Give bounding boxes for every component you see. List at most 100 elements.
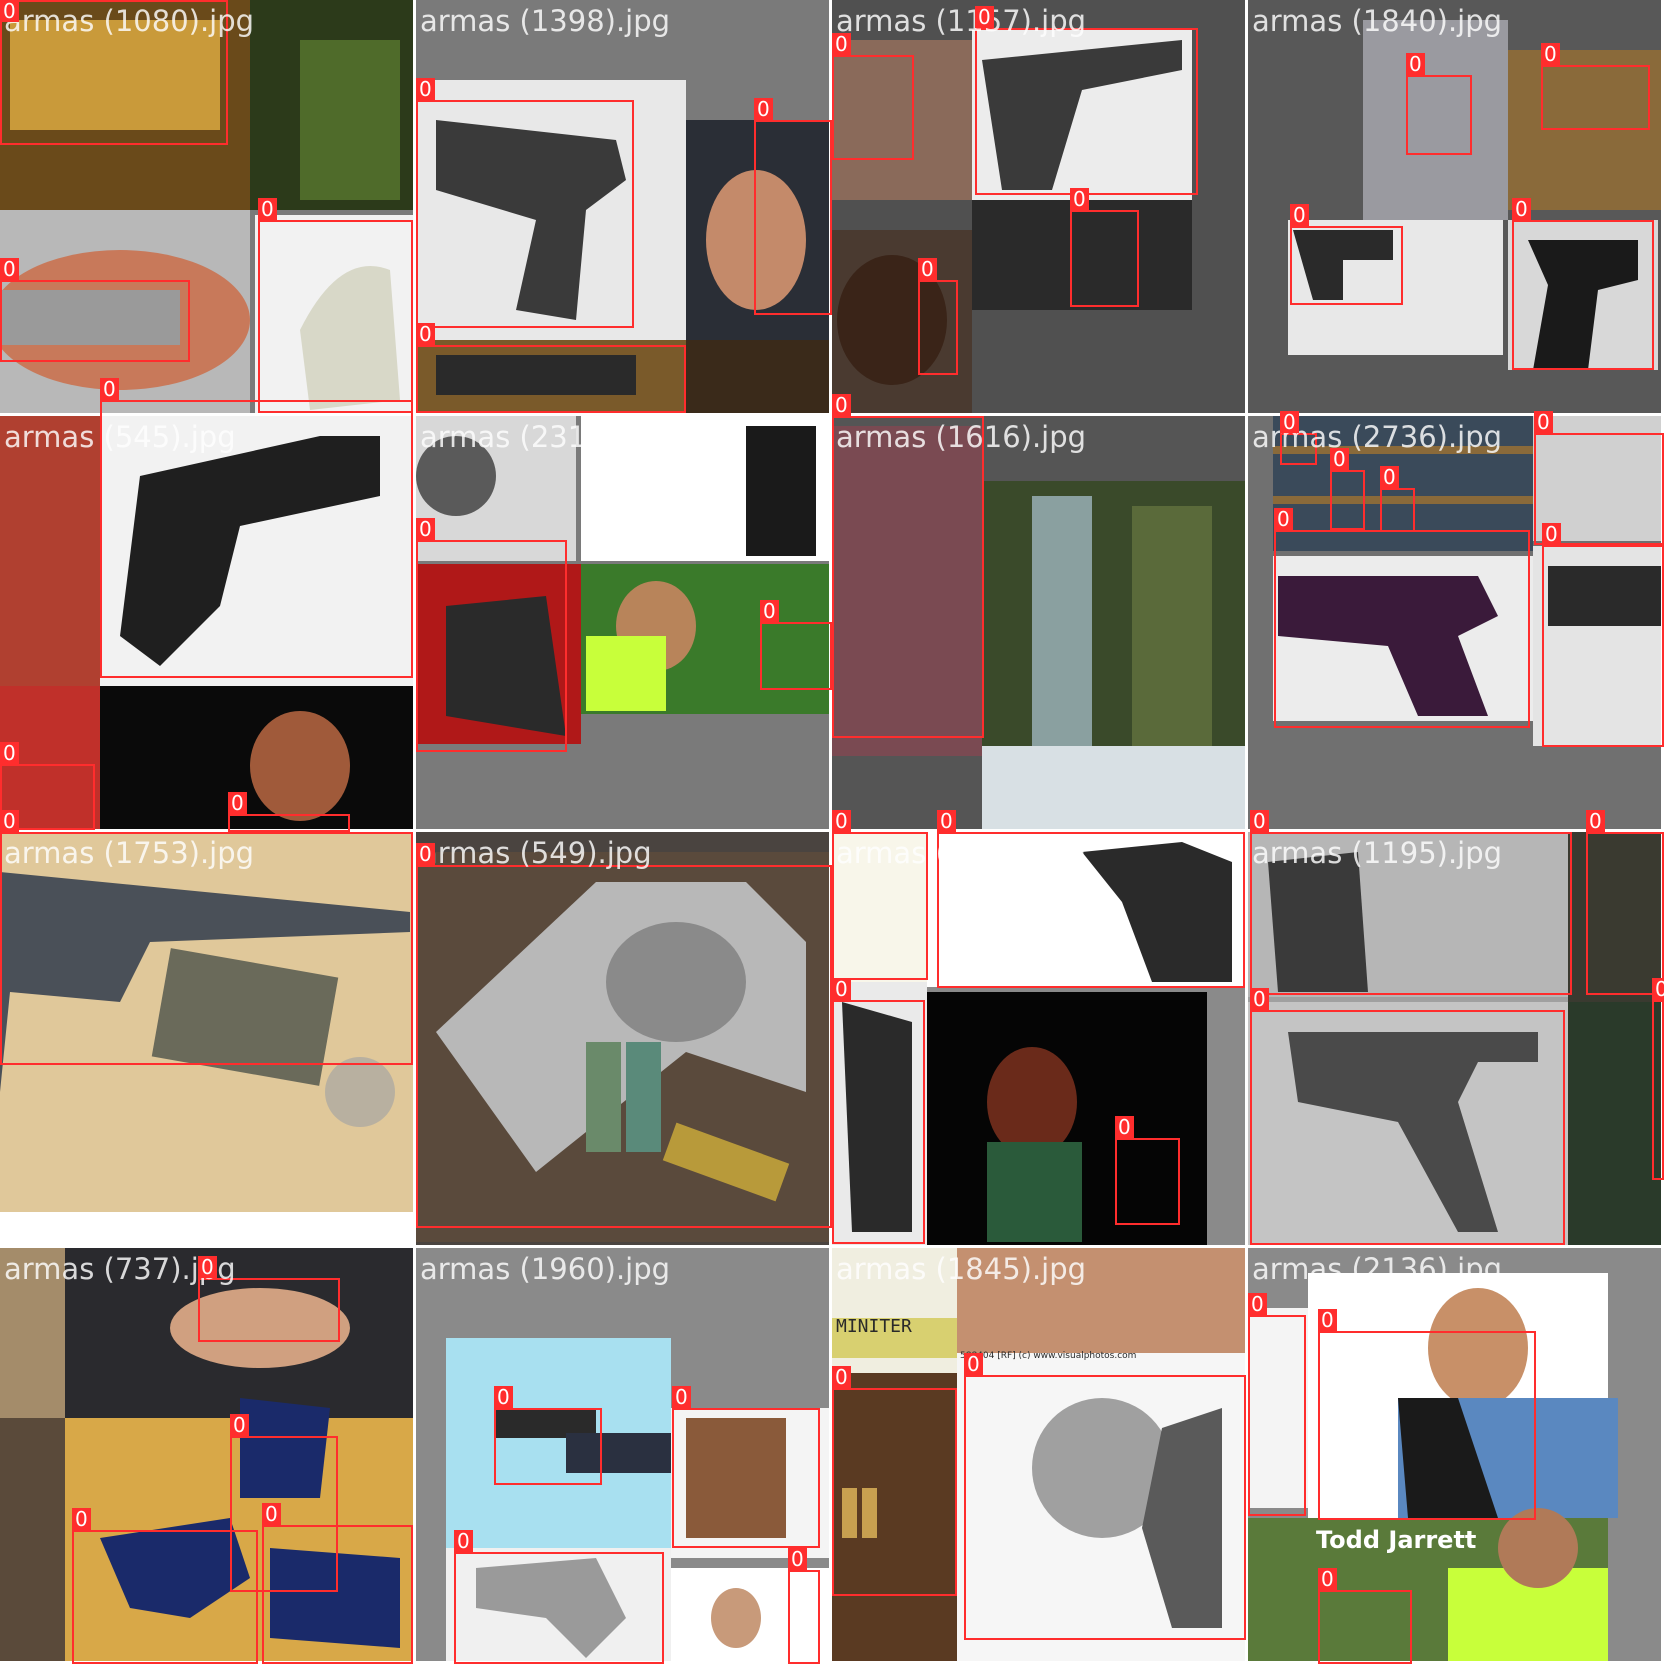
bounding-box [0,764,95,830]
photo-2317 [416,416,829,829]
tile-1080: armas (1080).jpg [0,0,413,413]
photo-1960 [416,1248,829,1661]
tile-1960: armas (1960).jpg [416,1248,829,1661]
tile-title: armas (1845).jpg [836,1252,1087,1286]
box-class-label: 0 [228,792,247,814]
box-class-label: 0 [1534,411,1553,433]
box-class-label: 0 [754,98,773,120]
box-class-label: 0 [1250,988,1269,1010]
bounding-box [1248,1315,1306,1516]
bounding-box [1652,1000,1664,1180]
bounding-box [72,1530,258,1664]
bounding-box [964,1375,1246,1640]
bounding-box [1542,545,1664,747]
box-class-label: 0 [416,78,435,100]
photo-1616 [832,416,1245,829]
bounding-box [1250,1010,1565,1245]
box-class-label: 0 [832,978,851,1000]
bounding-box [1406,75,1472,155]
box-class-label: 0 [760,600,779,622]
box-class-label: 0 [1512,198,1531,220]
bounding-box [975,28,1198,195]
box-class-label: 0 [1290,204,1309,226]
bounding-box [754,120,832,315]
tile-1398: armas (1398).jpg [416,0,829,413]
bounding-box [258,220,413,413]
tile-2317: armas (2317).jpg [416,416,829,829]
box-class-label: 0 [1280,411,1299,433]
tile-title: armas (1960).jpg [420,1252,671,1286]
tile-1840: armas (1840).jpg [1248,0,1661,413]
bounding-box [1115,1138,1180,1225]
bounding-box [198,1278,340,1342]
bounding-box [1534,433,1664,545]
bounding-box [1280,433,1317,465]
photo-2736 [1248,416,1661,829]
bounding-box [1070,210,1139,307]
tile-2199: armas (2199).jpg [832,832,1245,1245]
photo-1845: MINITER 588404 [RF] (c) www.visualphotos… [832,1248,1245,1661]
bounding-box [1330,470,1365,530]
bounding-box [0,280,190,362]
box-class-label: 0 [416,323,435,345]
bounding-box [100,400,413,678]
bounding-box [832,416,984,738]
box-class-label: 0 [1248,1293,1267,1315]
bounding-box [0,832,413,1065]
box-class-label: 0 [832,33,851,55]
bounding-box [788,1570,820,1664]
photo-1195 [1248,832,1661,1245]
box-class-label: 0 [72,1508,91,1530]
miniter-text: MINITER [836,1316,912,1337]
tile-title: armas (1080).jpg [4,4,255,38]
box-class-label: 0 [1380,466,1399,488]
tile-title: armas (737).jpg [4,1252,236,1286]
bounding-box [416,345,686,413]
box-class-label: 0 [494,1386,513,1408]
box-class-label: 0 [832,394,851,416]
photo-549 [416,832,829,1245]
tile-title: armas (1616).jpg [836,420,1087,454]
bounding-box [416,540,567,752]
bounding-box [1380,488,1415,532]
box-class-label: 0 [1318,1309,1337,1331]
tile-545: armas (545).jpg [0,416,413,829]
box-class-label: 0 [1250,810,1269,832]
bounding-box [228,814,350,832]
box-class-label: 0 [1586,810,1605,832]
photo-737 [0,1248,413,1661]
box-class-label: 0 [1652,978,1664,1000]
box-class-label: 0 [262,1503,281,1525]
photo-1398 [416,80,829,413]
box-class-label: 0 [832,810,851,832]
box-class-label: 0 [1115,1116,1134,1138]
tile-title: armas (545).jpg [4,420,236,454]
bounding-box [262,1525,413,1664]
box-class-label: 0 [788,1548,807,1570]
box-class-label: 0 [230,1414,249,1436]
box-class-label: 0 [0,742,19,764]
bounding-box [416,865,832,1228]
tile-title: armas (2199).jpg [836,836,1087,870]
tile-title: armas (1157).jpg [836,4,1087,38]
tile-1845: MINITER 588404 [RF] (c) www.visualphotos… [832,1248,1245,1661]
tile-1616: armas (1616).jpg [832,416,1245,829]
photo-1753 [0,832,413,1245]
box-class-label: 0 [416,843,435,865]
box-class-label: 0 [918,258,937,280]
box-class-label: 0 [1274,508,1293,530]
tile-title: armas (1753).jpg [4,836,255,870]
box-class-label: 0 [672,1386,691,1408]
box-class-label: 0 [1330,448,1349,470]
bounding-box [832,832,928,980]
tile-title: armas (1840).jpg [1252,4,1503,38]
box-class-label: 0 [258,198,277,220]
bounding-box [1318,1331,1536,1520]
tile-1195: armas (1195).jpg [1248,832,1661,1245]
box-class-label: 0 [1542,523,1561,545]
photo-1840 [1248,0,1661,413]
box-class-label: 0 [1318,1568,1337,1590]
bounding-box [760,622,832,690]
box-class-label: 0 [0,0,19,22]
